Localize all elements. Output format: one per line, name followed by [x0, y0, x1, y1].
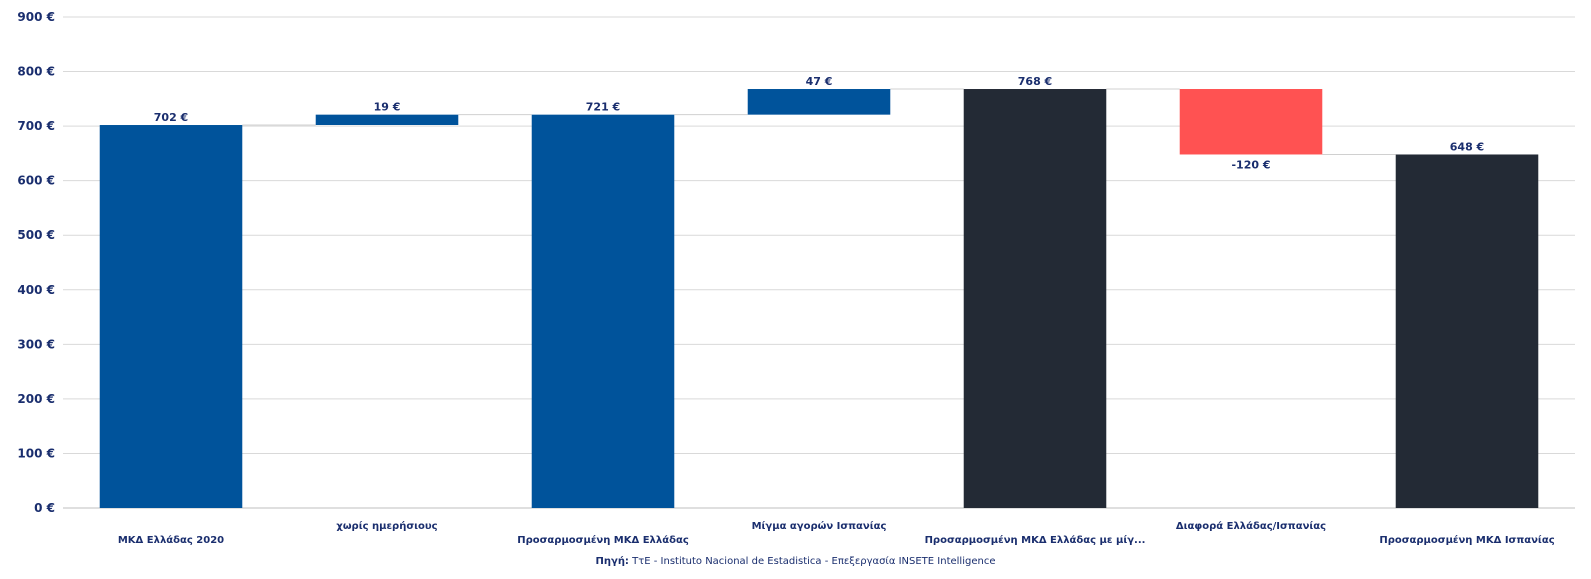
- data-label: 19 €: [374, 101, 401, 114]
- x-tick-label: Προσαρμοσμένη ΜΚΔ Ελλάδας: [517, 534, 689, 546]
- data-label: 721 €: [586, 101, 620, 114]
- y-tick-label: 0 €: [34, 501, 55, 515]
- x-tick-label: Διαφορά Ελλάδας/Ισπανίας: [1176, 520, 1326, 532]
- source-note: Πηγή: ΤτΕ - Instituto Nacional de Estadi…: [0, 556, 1591, 567]
- data-label: 648 €: [1450, 140, 1484, 153]
- data-label: 47 €: [806, 75, 833, 88]
- data-labels: 702 € 19 € 721 € 47 € 768 € -120 € 648 €: [154, 75, 1484, 171]
- x-tick-label: Μίγμα αγορών Ισπανίας: [752, 520, 887, 532]
- bar: [99, 125, 243, 509]
- y-tick-label: 100 €: [17, 446, 55, 460]
- gridlines: [63, 16, 1575, 509]
- y-tick-label: 400 €: [17, 283, 55, 297]
- source-text: ΤτΕ - Instituto Nacional de Estadistica …: [628, 556, 996, 567]
- bars: [99, 89, 1539, 509]
- data-label: -120 €: [1231, 158, 1270, 171]
- y-tick-label: 600 €: [17, 174, 55, 188]
- data-label: 702 €: [154, 111, 188, 124]
- y-tick-label: 300 €: [17, 337, 55, 351]
- x-tick-label: χωρίς ημερήσιους: [336, 520, 437, 532]
- y-tick-label: 200 €: [17, 392, 55, 406]
- x-tick-label: Προσαρμοσμένη ΜΚΔ Ισπανίας: [1379, 534, 1554, 546]
- bar: [315, 114, 459, 126]
- y-tick-label: 500 €: [17, 228, 55, 242]
- bar: [1395, 154, 1539, 509]
- bar: [1179, 89, 1323, 155]
- data-label: 768 €: [1018, 75, 1052, 88]
- y-axis: 0 € 100 € 200 € 300 € 400 € 500 € 600 € 700 € 80…: [17, 10, 55, 515]
- y-tick-label: 700 €: [17, 119, 55, 133]
- x-tick-label: Προσαρμοσμένη ΜΚΔ Ελλάδας με μίγ...: [925, 534, 1146, 546]
- bar: [531, 114, 675, 508]
- x-tick-label: ΜΚΔ Ελλάδας 2020: [118, 534, 224, 546]
- bar: [963, 89, 1107, 508]
- bar: [747, 89, 891, 115]
- x-axis: ΜΚΔ Ελλάδας 2020 χωρίς ημερήσιους Προσαρμο…: [118, 520, 1555, 546]
- y-tick-label: 900 €: [17, 10, 55, 24]
- bar-connectors: [242, 88, 1396, 155]
- y-tick-label: 800 €: [17, 65, 55, 79]
- source-label: Πηγή:: [595, 556, 629, 567]
- chart-canvas: 0 € 100 € 200 € 300 € 400 € 500 € 600 € 700 € 80…: [17, 10, 1575, 546]
